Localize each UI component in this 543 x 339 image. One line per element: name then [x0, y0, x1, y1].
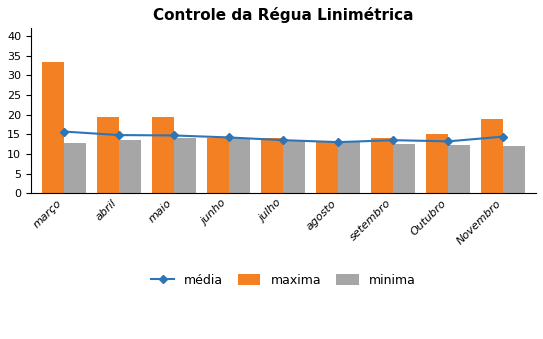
Bar	[97, 117, 119, 193]
média	[116, 133, 122, 137]
média	[60, 129, 67, 134]
Legend: média, maxima, minima: média, maxima, minima	[147, 269, 420, 292]
Bar	[119, 140, 141, 193]
Bar	[426, 134, 448, 193]
Bar	[283, 140, 305, 193]
Bar	[229, 138, 250, 193]
Bar	[64, 143, 86, 193]
média	[335, 140, 342, 144]
Bar	[174, 138, 195, 193]
Bar	[393, 144, 415, 193]
média	[390, 138, 396, 142]
média	[225, 135, 232, 139]
Bar	[206, 138, 229, 193]
média	[500, 135, 507, 139]
Bar	[481, 119, 503, 193]
média	[445, 139, 451, 143]
Bar	[338, 142, 361, 193]
Bar	[262, 138, 283, 193]
Bar	[371, 138, 393, 193]
Bar	[317, 142, 338, 193]
Bar	[151, 117, 174, 193]
Bar	[448, 145, 470, 193]
média	[280, 138, 287, 142]
Bar	[503, 146, 525, 193]
Title: Controle da Régua Linimétrica: Controle da Régua Linimétrica	[153, 7, 414, 23]
Bar	[42, 62, 64, 193]
Line: média: média	[61, 129, 506, 145]
média	[171, 134, 177, 138]
